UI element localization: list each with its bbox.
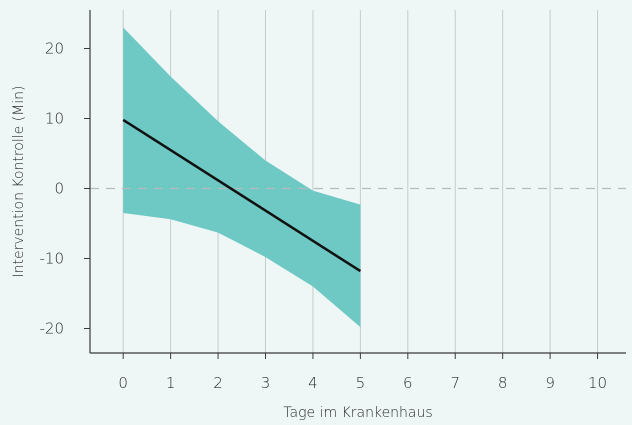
x-tick-label-0: 0 (118, 374, 128, 392)
x-tick-label-2: 2 (213, 374, 223, 392)
confidence-band (123, 27, 361, 328)
trend-line (122, 118, 362, 273)
plot-frame (89, 10, 626, 354)
y-tick-label--20: -20 (40, 320, 65, 338)
x-axis-ticks: 0 1 2 3 4 5 6 7 8 9 10 (118, 353, 607, 392)
x-tick-label-5: 5 (356, 374, 366, 392)
x-tick-label-8: 8 (498, 374, 508, 392)
x-tick-label-7: 7 (450, 374, 460, 392)
y-axis-label: Intervention Kontrolle (Min) (11, 86, 27, 278)
y-axis-ticks: -20 -10 0 10 20 (40, 40, 90, 338)
grid-lines (122, 10, 599, 353)
x-axis-label: Tage im Krankenhaus (283, 405, 432, 421)
x-tick-label-10: 10 (588, 374, 607, 392)
x-tick-label-1: 1 (166, 374, 176, 392)
x-tick-label-6: 6 (403, 374, 413, 392)
y-tick-label--10: -10 (40, 250, 65, 268)
x-tick-label-3: 3 (261, 374, 271, 392)
x-tick-label-9: 9 (545, 374, 555, 392)
x-tick-label-4: 4 (308, 374, 318, 392)
y-tick-label-20: 20 (45, 40, 64, 58)
confidence-band-layer (123, 27, 361, 328)
y-tick-label-10: 10 (45, 110, 64, 128)
y-tick-label-0: 0 (54, 180, 64, 198)
series-line-layer (122, 118, 362, 273)
